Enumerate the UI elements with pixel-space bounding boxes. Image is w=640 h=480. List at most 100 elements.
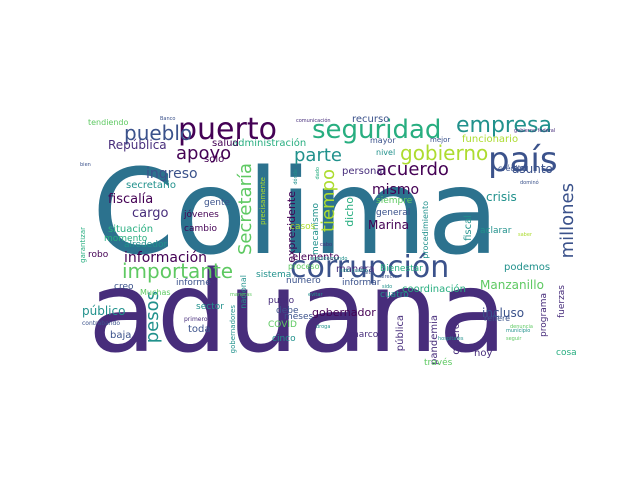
- word-apoyo: apoyo: [176, 143, 232, 164]
- word-fiscal: fiscal: [463, 215, 474, 241]
- word-manzanillo: Manzanillo: [480, 278, 544, 292]
- word-evitar: evitar: [308, 292, 323, 298]
- word-aclarar: aclarar: [480, 226, 512, 236]
- word-casos: casos: [290, 222, 316, 232]
- word-municipio: municipio: [506, 328, 531, 334]
- word-banco: Banco: [160, 116, 176, 122]
- word-cosa: cosa: [556, 348, 577, 358]
- word-podemos: podemos: [504, 262, 551, 273]
- word-director: director: [380, 274, 400, 280]
- word-secretario: secretario: [126, 180, 176, 191]
- word-alrededor: alrededor: [124, 240, 168, 250]
- word-público: público: [82, 304, 126, 318]
- word-seguir: seguir: [506, 336, 522, 342]
- word-aduana: aduana: [88, 248, 507, 367]
- word-dicho: dicho: [343, 197, 356, 227]
- word-punto: punto: [268, 296, 295, 306]
- word-marco: marco: [350, 330, 379, 340]
- word-programa: programa: [539, 293, 549, 337]
- word-primero: primero: [184, 316, 208, 323]
- word-comunicación: comunicación: [296, 118, 331, 124]
- word-ingreso: ingreso: [146, 166, 198, 182]
- word-millones: millones: [557, 183, 578, 259]
- word-solo: solo: [204, 154, 225, 165]
- word-gente: gente: [204, 198, 231, 208]
- word-elemento: elemento: [292, 252, 340, 263]
- word-pesos: pesos: [142, 291, 163, 344]
- word-cambio: cambio: [184, 224, 217, 234]
- word-general: general: [376, 208, 411, 218]
- word-baja: baja: [110, 330, 132, 341]
- word-siempre: siempre: [376, 196, 413, 206]
- word-parte: parte: [294, 145, 342, 166]
- word-jóvenes: jóvenes: [184, 210, 219, 220]
- word-bien: bien: [80, 162, 91, 168]
- word-garantizar: garantizar: [80, 227, 87, 263]
- word-administración: administración: [232, 138, 307, 149]
- word-procedimiento: procedimiento: [421, 201, 430, 259]
- word-corrupción: corrupción: [290, 250, 450, 285]
- word-debe: debe: [276, 306, 299, 316]
- word-sido-cuatro: sido cuatro: [340, 268, 368, 274]
- word-cinco: cinco: [272, 334, 296, 344]
- word-contrabando: contrabando: [82, 320, 121, 327]
- word-proceso: proceso: [288, 262, 320, 271]
- word-número: número: [286, 276, 321, 286]
- word-dado: dado: [315, 167, 321, 180]
- word-pública: pública: [395, 315, 406, 352]
- word-salud: salud: [212, 138, 239, 149]
- word-seguridad: seguridad: [312, 115, 442, 145]
- word-informar: informar: [342, 278, 381, 288]
- word-pueblo: pueblo: [124, 121, 193, 145]
- word-través: través: [424, 358, 453, 368]
- word-gobernador: gobernador: [312, 306, 376, 319]
- word-crisis: crisis: [486, 190, 517, 204]
- word-droga: droga: [316, 324, 331, 330]
- word-momento: momento: [104, 234, 148, 244]
- word-situación: situación: [108, 224, 154, 235]
- word-personal: personal: [342, 166, 386, 177]
- word-importante: importante: [122, 259, 234, 283]
- word-incluso: incluso: [482, 306, 525, 320]
- word-fiscalía: fiscalía: [108, 192, 154, 207]
- word-colima: Colima: [92, 143, 500, 281]
- word-crédito: crédito: [498, 164, 526, 173]
- word-coordinación: coordinación: [402, 284, 466, 295]
- word-cuatro: cuatro: [380, 290, 409, 300]
- word-saber: saber: [518, 232, 532, 238]
- word-meses: meses: [284, 312, 314, 322]
- word-precisamente: precisamente: [259, 177, 267, 225]
- word-refiere: refiere: [484, 314, 511, 323]
- word-asunto: asunto: [512, 162, 553, 176]
- word-mayor: mayor: [370, 136, 396, 145]
- word-nivel: nivel: [376, 148, 396, 157]
- word-mundo: mundo: [330, 256, 348, 262]
- word-funcionario: funcionario: [462, 134, 519, 145]
- word-mismo: mismo: [372, 182, 420, 198]
- word-marina: Marina: [368, 218, 409, 232]
- word-sector: sector: [196, 302, 224, 312]
- word-manera: manera: [336, 264, 375, 275]
- word-acuerdo: acuerdo: [376, 159, 449, 180]
- word-cloud: Colima aduana corrupción puerto seguridad paí…: [80, 115, 584, 367]
- word-informe: informe: [176, 278, 211, 288]
- word-covid: COVID: [268, 320, 297, 330]
- word-información: información: [124, 250, 208, 266]
- word-dominó: dominó: [520, 180, 539, 186]
- word-gobernadores: gobernadores: [229, 305, 237, 354]
- word-empresa: empresa: [456, 115, 552, 138]
- word-república: República: [108, 138, 167, 152]
- word-sistema: sistema: [256, 270, 292, 280]
- word-seguido: seguido: [310, 256, 330, 262]
- word-tendiendo: tendiendo: [88, 118, 129, 127]
- word-toda: toda: [188, 324, 211, 335]
- word-maneras: maneras: [230, 292, 252, 298]
- word-tiempo: tiempo: [318, 169, 339, 233]
- word-cargo: cargo: [132, 206, 169, 221]
- word-robo: robo: [88, 250, 109, 260]
- word-alto: alto: [364, 270, 374, 276]
- word-recurso: recurso: [352, 115, 390, 125]
- word-fuerzas: fuerzas: [557, 285, 567, 319]
- word-cabo: cabo: [320, 242, 333, 248]
- word-creo: creo: [114, 282, 134, 292]
